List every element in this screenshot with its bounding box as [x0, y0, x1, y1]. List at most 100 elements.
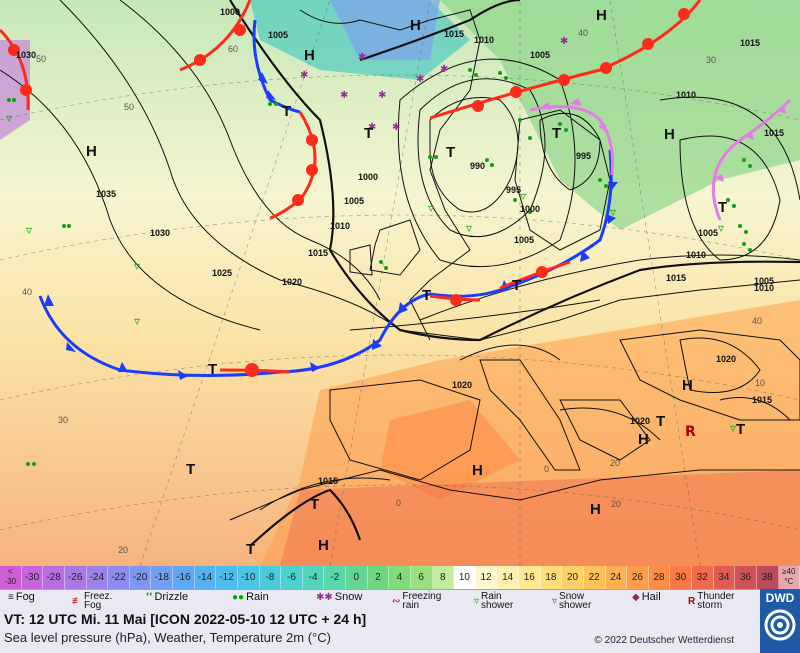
legend-drizzle-label: Drizzle: [154, 591, 189, 603]
scale-cell: -2: [324, 566, 346, 589]
legend-snow: ✱✱ Snow: [316, 592, 362, 604]
isobar-label: 1005: [514, 235, 534, 245]
svg-text:▿: ▿: [520, 189, 526, 203]
scale-cell: 0: [346, 566, 368, 589]
scale-cell: -16: [173, 566, 195, 589]
isobar-label: 1030: [150, 228, 170, 238]
isotherm-label: 50: [124, 102, 134, 112]
map-description: Sea level pressure (hPa), Weather, Tempe…: [4, 630, 331, 645]
isobar-label: 1005: [268, 30, 288, 40]
low-center: T: [718, 199, 727, 216]
scale-cell: -30: [21, 566, 44, 589]
scale-cell: 20: [562, 566, 584, 589]
low-center: T: [364, 125, 373, 142]
scale-cell: -22: [108, 566, 130, 589]
isobar-label: 1015: [308, 248, 328, 258]
legend-thunderstorm-label: Thunder storm: [697, 591, 735, 611]
isobar-label: 1025: [212, 268, 232, 278]
legend-freezing-fog: ≢ Freez. Fog: [72, 592, 112, 611]
high-center: H: [682, 377, 693, 394]
freezing-rain-icon: ∾: [392, 595, 401, 607]
low-center: T: [310, 496, 319, 513]
drizzle-icon: ❜❜: [146, 592, 153, 603]
isobar-label: 1000: [358, 172, 378, 182]
high-center: H: [596, 7, 607, 24]
coastlines: [229, 9, 800, 521]
isotherm-label: 0: [396, 498, 401, 508]
isobar-label: 1020: [452, 380, 472, 390]
isobar-label: 1015: [666, 273, 686, 283]
legend-fog: ≡ Fog: [8, 592, 35, 604]
hot-zone-africa: [280, 470, 800, 566]
high-center: H: [590, 501, 601, 518]
scale-cell: -6: [281, 566, 303, 589]
scale-cell: 36: [735, 566, 757, 589]
main-isobars: [229, 0, 800, 547]
high-center: H: [410, 17, 421, 34]
svg-text:✱: ✱: [368, 122, 376, 133]
svg-text:✱: ✱: [358, 52, 366, 63]
scale-cell: -14: [194, 566, 217, 589]
scale-cell: ≥40 °C: [778, 566, 800, 589]
isobar-label: 1030: [16, 50, 36, 60]
isobar-label: 1010: [676, 90, 696, 100]
legend-freezing-rain: ∾ Freezing rain: [392, 591, 442, 611]
legend-thunderstorm: R Thunder storm: [688, 591, 735, 611]
rain-shower-icon: ▿: [474, 595, 480, 607]
svg-text:✱: ✱: [300, 70, 308, 81]
isobar-label: 1015: [318, 476, 338, 486]
scale-cell: -20: [129, 566, 152, 589]
scale-cell: -10: [237, 566, 260, 589]
isobar-label: 990: [470, 161, 485, 171]
scale-cell: -12: [216, 566, 238, 589]
isotherm-label: 60: [228, 44, 238, 54]
weather-legend: ≡ Fog ≢ Freez. Fog ❜❜ Drizzle ●● Rain ✱✱…: [0, 589, 760, 612]
svg-text:▿: ▿: [26, 223, 32, 237]
valid-time: VT: 12 UTC Mi. 11 Mai [ICON 2022-05-10 1…: [4, 611, 367, 627]
svg-text:▿: ▿: [730, 421, 736, 435]
legend-hail-label: Hail: [641, 591, 661, 603]
scale-cell: 8: [432, 566, 455, 589]
thunderstorm-symbol: R: [685, 424, 696, 440]
scale-cell: 4: [389, 566, 411, 589]
scale-cell: -4: [302, 566, 325, 589]
scale-cell: -26: [64, 566, 87, 589]
isobar-label: 995: [506, 185, 521, 195]
hail-icon: ◆: [632, 592, 640, 603]
scale-cell: 16: [519, 566, 541, 589]
scale-cell: < -30: [0, 566, 22, 589]
scale-cell: 12: [475, 566, 498, 589]
isobar-label: 1010: [686, 250, 706, 260]
low-center: T: [446, 144, 455, 161]
isobar-label: 995: [576, 151, 591, 161]
scale-cell: 32: [692, 566, 714, 589]
isobar-label: 1010: [754, 283, 774, 293]
svg-text:✱: ✱: [340, 90, 348, 101]
scale-cell: 10: [454, 566, 476, 589]
map-canvas: 50 60 50 40 40 30 20 20 30 20 40 0 0 10: [0, 0, 800, 566]
dwd-logo-text: DWD: [765, 591, 795, 605]
svg-text:✱: ✱: [416, 74, 424, 85]
temperature-scale: < -30 -30 -28 -26 -24 -22 -20 -18 -16 -14 -12 -10 -8…: [0, 566, 800, 589]
high-center: H: [304, 47, 315, 64]
isobar-label: 1000: [220, 7, 240, 17]
legend-freezing-rain-label: Freezing rain: [402, 591, 442, 611]
isobar-label: 1035: [96, 189, 116, 199]
svg-text:▿: ▿: [428, 201, 434, 215]
legend-rain-shower: ▿ Rain shower: [474, 592, 513, 611]
scale-cell: 34: [713, 566, 736, 589]
low-center: T: [246, 541, 255, 558]
rain-icon: ●●: [232, 592, 245, 603]
scale-cell: 18: [540, 566, 563, 589]
cold-front-norway: [252, 19, 301, 114]
low-center: T: [512, 277, 521, 294]
svg-text:✱: ✱: [440, 64, 448, 75]
scale-cell: 30: [670, 566, 692, 589]
warm-zone-south: [260, 300, 800, 566]
isotherm-label: 20: [611, 499, 621, 509]
high-center: H: [472, 462, 483, 479]
isobar-label: 1015: [740, 38, 760, 48]
isobar-label: 1005: [530, 50, 550, 60]
isobar-label: 1015: [444, 29, 464, 39]
high-center: H: [638, 431, 649, 448]
